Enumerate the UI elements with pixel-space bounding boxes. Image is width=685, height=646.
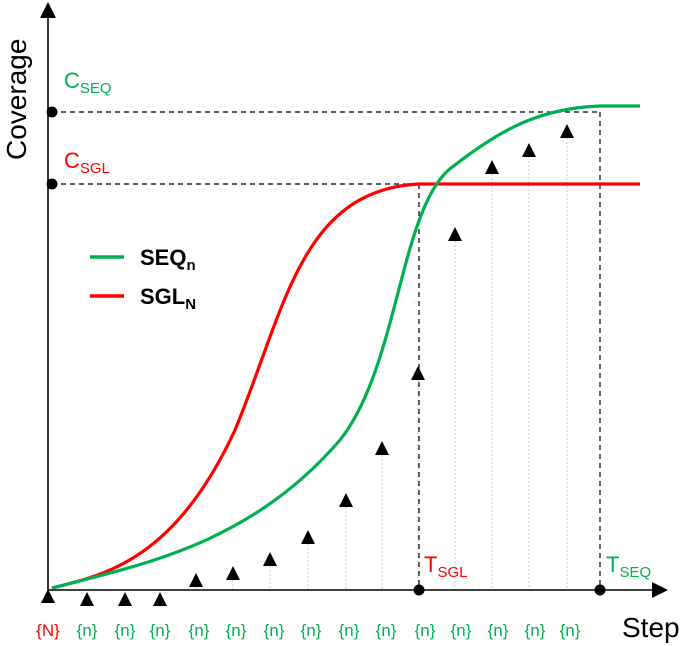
- triangle-marker-icon: [263, 552, 277, 566]
- legend-sgl-main: SGL: [140, 284, 185, 309]
- t-sgl-label-main: T: [424, 552, 437, 577]
- triangle-marker-icon: [301, 530, 315, 544]
- sgl-curve: [51, 182, 640, 590]
- x-axis-arrow-icon: [652, 582, 668, 598]
- triangle-marker-icon: [448, 227, 462, 241]
- legend-seq-main: SEQ: [140, 245, 186, 270]
- c-seq-label: CSEQ: [64, 68, 112, 97]
- step-label: {n}: [226, 621, 247, 640]
- step-label: {n}: [339, 621, 360, 640]
- t-sgl-point: [413, 584, 425, 596]
- c-seq-point: [46, 106, 58, 118]
- step-labels: {N} {n} {n} {n} {n} {n} {n} {n} {n} {n} {n} {n} {n} {…: [36, 621, 581, 640]
- step-label: {n}: [115, 621, 136, 640]
- step-label: {n}: [376, 621, 397, 640]
- triangle-marker-icon: [375, 441, 389, 455]
- step-label: {n}: [301, 621, 322, 640]
- step-label: {n}: [451, 621, 472, 640]
- triangle-marker-icon: [560, 124, 574, 138]
- t-seq-label: TSEQ: [606, 552, 651, 581]
- legend-seq-sub: n: [186, 257, 195, 274]
- step-label: {n}: [415, 621, 436, 640]
- triangle-marker-icon: [80, 592, 94, 606]
- t-sgl-label-sub: SGL: [437, 564, 467, 581]
- y-axis-title: Coverage: [1, 39, 32, 160]
- triangle-marker-icon: [522, 143, 536, 157]
- axes: [40, 2, 668, 598]
- c-seq-label-sub: SEQ: [80, 80, 112, 97]
- step-label: {n}: [264, 621, 285, 640]
- c-seq-label-main: C: [64, 68, 80, 93]
- legend-sgl-label: SGLN: [140, 284, 196, 313]
- step-label: {n}: [77, 621, 98, 640]
- seq-curve: [51, 104, 640, 590]
- triangle-marker-icon: [339, 493, 353, 507]
- step-label: {n}: [488, 621, 509, 640]
- t-seq-label-sub: SEQ: [619, 564, 651, 581]
- legend-seq-label: SEQn: [140, 245, 196, 274]
- triangle-marker-icon: [485, 160, 499, 174]
- step-label: {n}: [189, 621, 210, 640]
- triangle-marker-icon: [41, 589, 55, 603]
- triangle-marker-icon: [118, 592, 132, 606]
- c-sgl-point: [46, 178, 58, 190]
- t-seq-label-main: T: [606, 552, 619, 577]
- c-sgl-label: CSGL: [64, 148, 110, 177]
- guide-lines: [52, 111, 601, 590]
- triangle-marker-icon: [153, 592, 167, 606]
- step-markers: [41, 124, 574, 606]
- marker-stems: [195, 138, 568, 590]
- c-sgl-label-sub: SGL: [80, 160, 110, 177]
- t-seq-point: [594, 584, 606, 596]
- triangle-marker-icon: [411, 366, 425, 380]
- y-axis-arrow-icon: [40, 2, 56, 18]
- legend: SEQn SGLN: [90, 245, 196, 313]
- x-axis-title: Step: [622, 612, 680, 643]
- step-label: {n}: [560, 621, 581, 640]
- step-label: {n}: [150, 621, 171, 640]
- key-points: [46, 106, 606, 596]
- triangle-marker-icon: [226, 566, 240, 580]
- t-sgl-label: TSGL: [424, 552, 467, 581]
- legend-sgl-sub: N: [185, 296, 196, 313]
- c-sgl-label-main: C: [64, 148, 80, 173]
- step-label-initial: {N}: [36, 621, 60, 640]
- triangle-marker-icon: [189, 573, 203, 587]
- step-label: {n}: [525, 621, 546, 640]
